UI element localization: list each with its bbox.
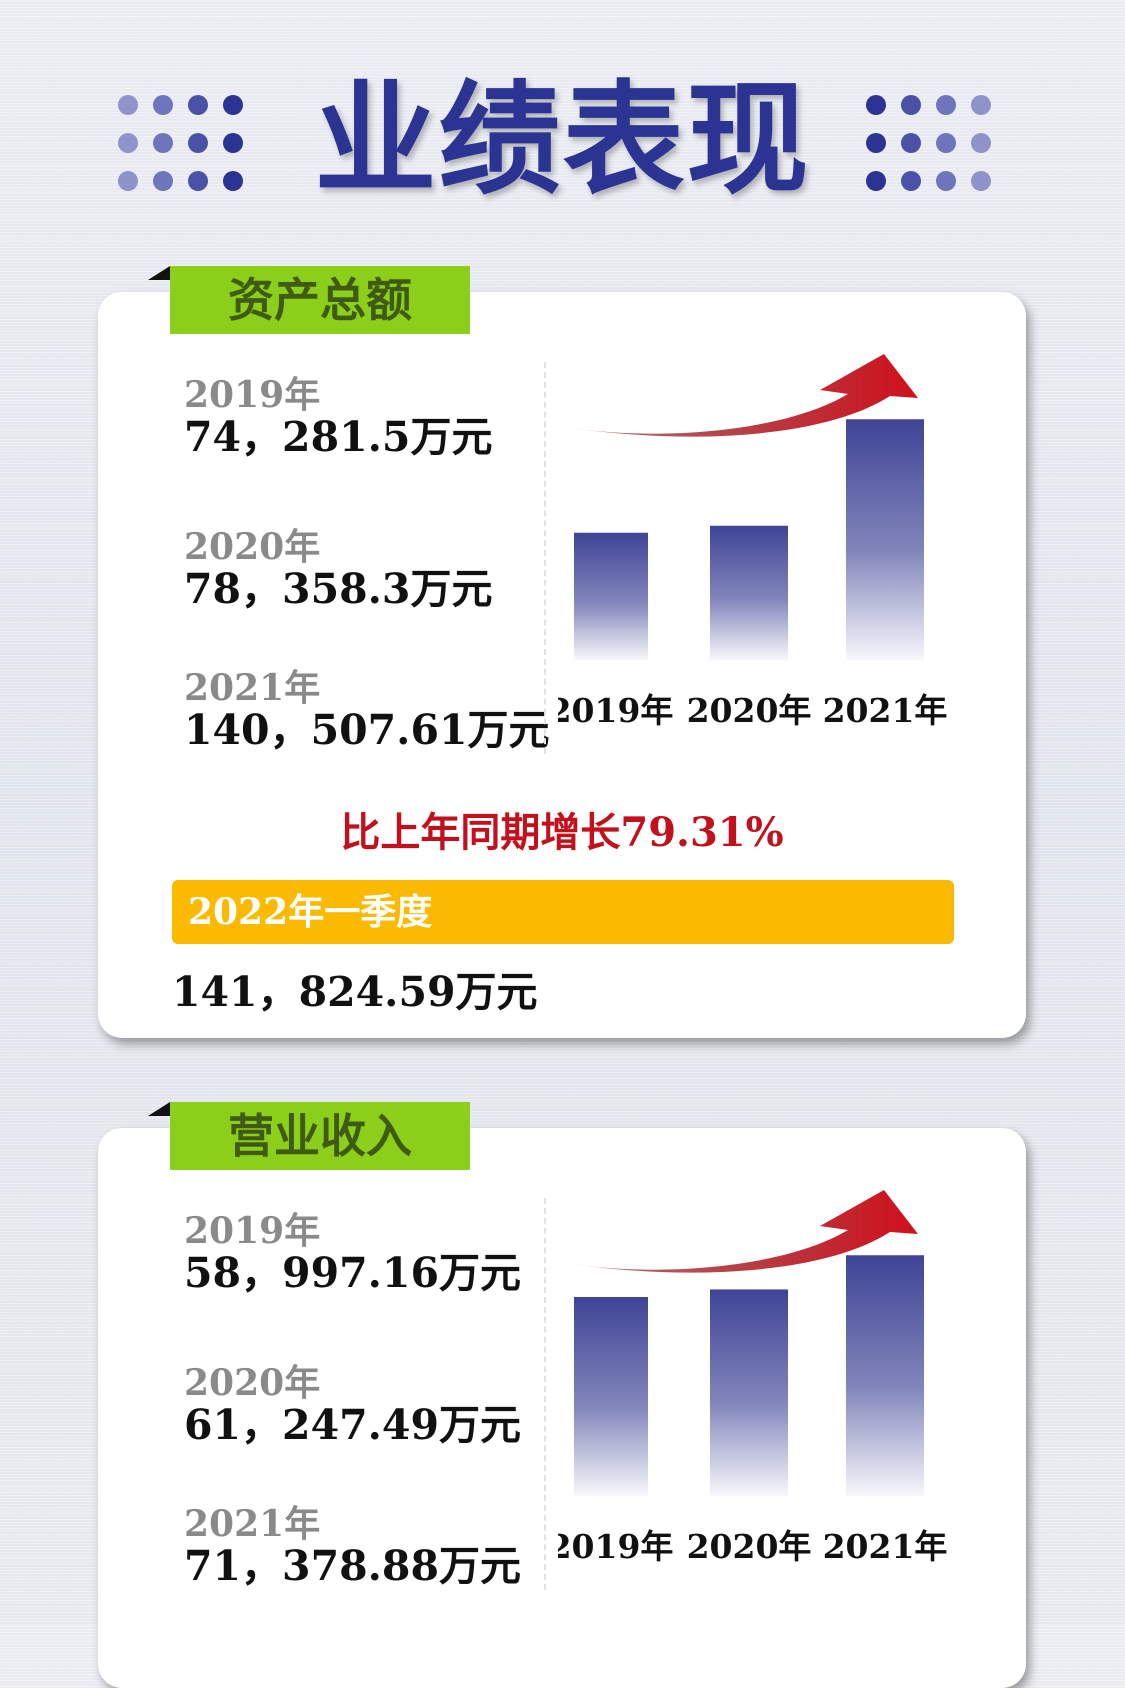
dot	[901, 171, 921, 191]
quarter-value: 141，824.59万元	[172, 968, 538, 1016]
record-value: 58，997.16万元	[184, 1249, 521, 1297]
record-year: 2021年	[184, 1503, 321, 1545]
dot	[936, 171, 956, 191]
dot	[866, 95, 886, 115]
tick-label: 2019年	[558, 1527, 673, 1566]
growth-text: 比上年同期增长79.31%	[340, 809, 784, 856]
dot	[153, 95, 173, 115]
dot	[223, 171, 243, 191]
tab-fold	[148, 1102, 170, 1116]
divider	[544, 1198, 546, 1590]
dot	[153, 171, 173, 191]
dot	[118, 171, 138, 191]
dot	[188, 171, 208, 191]
dot	[153, 133, 173, 153]
bar-2	[710, 525, 788, 660]
record-value: 61，247.49万元	[184, 1401, 521, 1449]
record-year: 2019年	[184, 374, 321, 416]
record-2019: 2019年 58，997.16万元	[184, 1212, 521, 1296]
record-year: 2021年	[184, 667, 321, 709]
tick-label: 2019年	[558, 691, 673, 730]
dot	[901, 95, 921, 115]
card-tab-revenue: 营业收入	[170, 1102, 470, 1170]
tab-fold	[148, 266, 170, 280]
dot	[188, 95, 208, 115]
dot	[901, 133, 921, 153]
record-year: 2019年	[184, 1210, 321, 1252]
record-value: 140，507.61万元	[184, 706, 550, 754]
trend-arrow-icon	[572, 354, 918, 437]
tick-label: 2020年	[687, 1527, 812, 1566]
dot	[866, 171, 886, 191]
bar-1	[574, 532, 648, 660]
bar-1	[574, 1297, 648, 1496]
trend-arrow-icon	[572, 1190, 918, 1273]
dot	[971, 171, 991, 191]
card-tab-total-assets: 资产总额	[170, 266, 470, 334]
bar-3	[846, 1255, 924, 1496]
bar-2	[710, 1289, 788, 1496]
record-2021: 2021年 71，378.88万元	[184, 1505, 521, 1589]
dot	[223, 95, 243, 115]
quarter-label-bar: 2022年一季度	[172, 880, 954, 944]
dot	[936, 133, 956, 153]
tick-label: 2020年	[687, 691, 812, 730]
bar-3	[846, 419, 924, 660]
dot	[118, 133, 138, 153]
record-value: 71，378.88万元	[184, 1542, 521, 1590]
record-2019: 2019年 74，281.5万元	[184, 376, 492, 460]
record-value: 78，358.3万元	[184, 565, 493, 613]
record-year: 2020年	[184, 526, 321, 568]
tick-label: 2021年	[823, 691, 948, 730]
record-2020: 2020年 61，247.49万元	[184, 1364, 521, 1448]
dot	[223, 133, 243, 153]
dot	[971, 95, 991, 115]
dot	[188, 133, 208, 153]
dot	[971, 133, 991, 153]
record-value: 74，281.5万元	[184, 413, 493, 461]
dot	[118, 95, 138, 115]
record-2020: 2020年 78，358.3万元	[184, 528, 492, 612]
card-revenue: 营业收入 2019年 58，997.16万元 2020年 61，247.49万元…	[98, 1102, 1026, 1688]
tick-label: 2021年	[823, 1527, 948, 1566]
dot	[936, 95, 956, 115]
record-year: 2020年	[184, 1362, 321, 1404]
chart-revenue: 2019年 2020年 2021年	[558, 1190, 948, 1566]
card-total-assets: 资产总额 2019年 74，281.5万元 2020年 78，358.3万元 2…	[98, 266, 1026, 1038]
page-title: 业绩表现	[314, 69, 811, 211]
dot	[866, 133, 886, 153]
record-2021: 2021年 140，507.61万元	[184, 669, 550, 753]
chart-total-assets: 2019年 2020年 2021年	[558, 354, 948, 730]
divider	[544, 362, 546, 754]
